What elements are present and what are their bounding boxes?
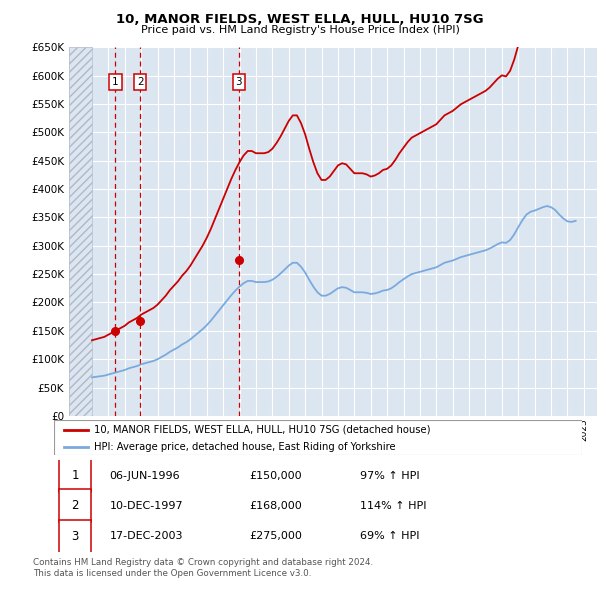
- Text: 97% ↑ HPI: 97% ↑ HPI: [360, 471, 420, 481]
- Text: 06-JUN-1996: 06-JUN-1996: [109, 471, 180, 481]
- Text: 3: 3: [236, 77, 242, 87]
- Text: Price paid vs. HM Land Registry's House Price Index (HPI): Price paid vs. HM Land Registry's House …: [140, 25, 460, 35]
- Text: 3: 3: [71, 530, 79, 543]
- Text: HPI: Average price, detached house, East Riding of Yorkshire: HPI: Average price, detached house, East…: [94, 442, 395, 451]
- Text: 114% ↑ HPI: 114% ↑ HPI: [360, 501, 427, 511]
- Text: 10-DEC-1997: 10-DEC-1997: [109, 501, 183, 511]
- Text: 10, MANOR FIELDS, WEST ELLA, HULL, HU10 7SG: 10, MANOR FIELDS, WEST ELLA, HULL, HU10 …: [116, 13, 484, 26]
- Text: 2: 2: [137, 77, 143, 87]
- Text: £150,000: £150,000: [250, 471, 302, 481]
- Text: 2: 2: [71, 499, 79, 513]
- Text: 1: 1: [71, 469, 79, 482]
- Text: £168,000: £168,000: [250, 501, 302, 511]
- FancyBboxPatch shape: [54, 420, 582, 455]
- Text: This data is licensed under the Open Government Licence v3.0.: This data is licensed under the Open Gov…: [33, 569, 311, 578]
- Text: £275,000: £275,000: [250, 531, 302, 541]
- FancyBboxPatch shape: [59, 459, 91, 492]
- Text: 17-DEC-2003: 17-DEC-2003: [109, 531, 183, 541]
- Text: 69% ↑ HPI: 69% ↑ HPI: [360, 531, 420, 541]
- Text: 10, MANOR FIELDS, WEST ELLA, HULL, HU10 7SG (detached house): 10, MANOR FIELDS, WEST ELLA, HULL, HU10 …: [94, 425, 430, 435]
- FancyBboxPatch shape: [59, 520, 91, 553]
- Text: 1: 1: [112, 77, 119, 87]
- Bar: [69, 47, 92, 416]
- Text: Contains HM Land Registry data © Crown copyright and database right 2024.: Contains HM Land Registry data © Crown c…: [33, 558, 373, 566]
- FancyBboxPatch shape: [59, 490, 91, 522]
